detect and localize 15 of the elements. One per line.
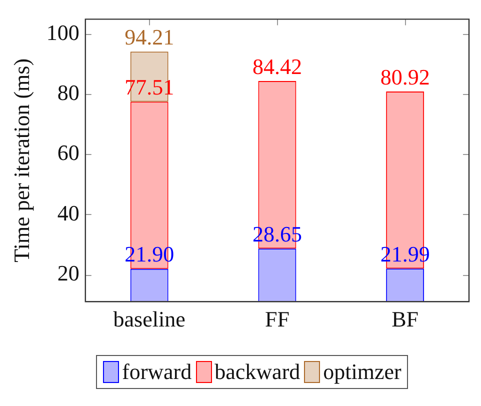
y-tick-label: 60: [57, 140, 80, 166]
legend-label: forward: [122, 359, 192, 385]
annotation: 94.21: [124, 24, 174, 50]
legend-label: optimzer: [323, 359, 402, 385]
x-tick-label: baseline: [113, 306, 186, 332]
y-tick-label: 40: [57, 200, 80, 226]
legend-label: backward: [214, 359, 300, 385]
y-axis-title: Time per iteration (ms): [8, 58, 34, 262]
x-tick-label: FF: [264, 306, 290, 332]
y-tick-label: 20: [57, 260, 80, 286]
x-tick-label: BF: [392, 306, 419, 332]
y-tick-label: 100: [46, 20, 80, 46]
annotation: 84.42: [252, 54, 302, 79]
annotation: 80.92: [380, 64, 430, 90]
y-tick-label: 80: [57, 80, 80, 106]
